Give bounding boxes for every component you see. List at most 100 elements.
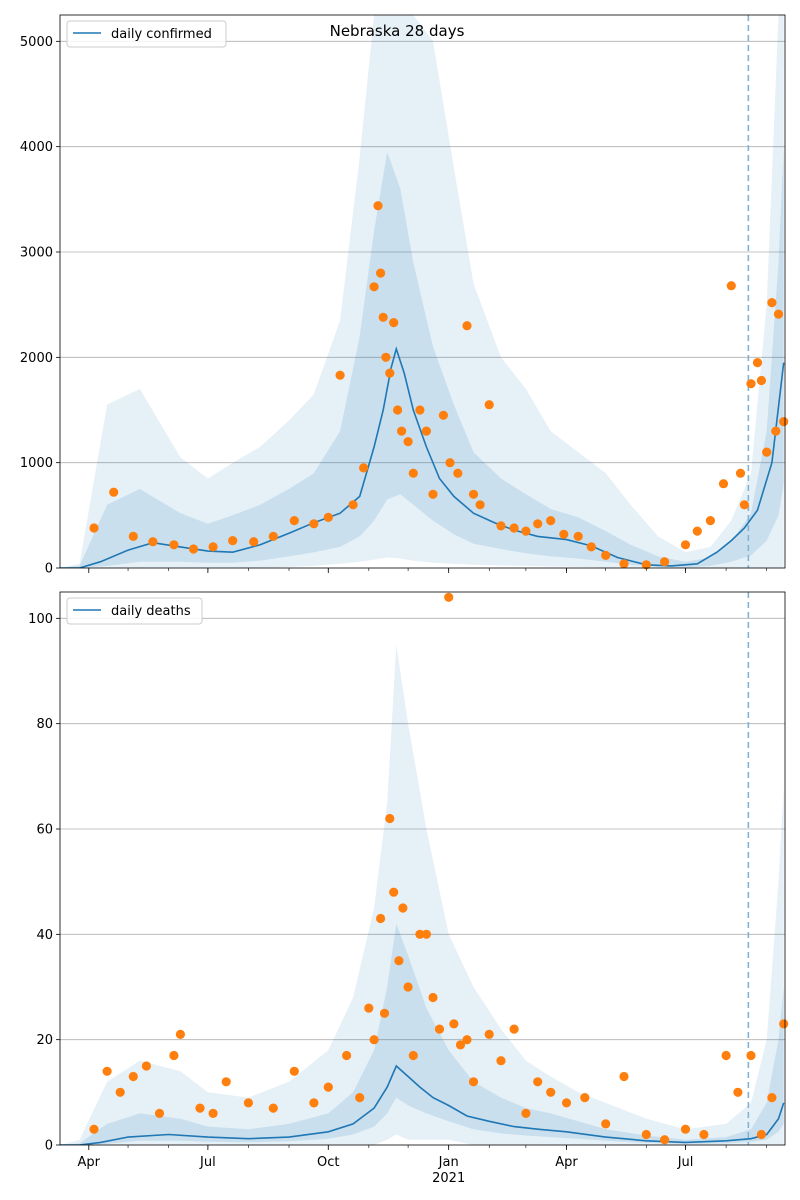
observed-point bbox=[521, 1108, 531, 1118]
observed-point bbox=[154, 1108, 165, 1118]
deaths-x-axis: Apr Jul Oct Jan Apr Jul 2021 bbox=[78, 1145, 767, 1186]
observed-point bbox=[385, 813, 395, 824]
observed-point bbox=[89, 523, 99, 533]
observed-point bbox=[89, 1124, 99, 1134]
y-tick-label: 4000 bbox=[20, 140, 53, 155]
observed-point bbox=[580, 1093, 590, 1103]
deaths-y-axis: 0 20 40 60 80 100 bbox=[28, 612, 60, 1154]
y-tick-label: 100 bbox=[28, 612, 53, 627]
inner-percentile-band bbox=[60, 146, 784, 568]
observed-point bbox=[468, 1077, 479, 1087]
observed-point bbox=[733, 1087, 743, 1097]
observed-point bbox=[756, 1129, 767, 1140]
observed-point bbox=[739, 500, 750, 510]
observed-point bbox=[169, 540, 179, 550]
observed-point bbox=[735, 468, 746, 478]
observed-point bbox=[389, 318, 399, 328]
observed-point bbox=[221, 1077, 231, 1087]
observed-point bbox=[484, 400, 494, 410]
observed-point bbox=[509, 523, 519, 533]
observed-point bbox=[561, 1098, 572, 1108]
observed-point bbox=[394, 956, 404, 966]
observed-point bbox=[438, 410, 448, 420]
confirmed-x-axis bbox=[88, 568, 767, 573]
median-series-line bbox=[60, 1064, 785, 1145]
observed-point bbox=[767, 1093, 777, 1103]
observed-point bbox=[767, 298, 777, 308]
observed-point bbox=[385, 368, 395, 378]
x-tick-label: Jan bbox=[438, 1155, 459, 1170]
observed-point bbox=[389, 887, 399, 897]
y-tick-label: 60 bbox=[36, 823, 53, 838]
confirmed-legend: daily confirmed bbox=[66, 20, 227, 48]
y-tick-label: 3000 bbox=[20, 246, 53, 261]
observed-point bbox=[449, 1019, 459, 1029]
observed-point bbox=[398, 903, 408, 913]
deaths-legend: daily deaths bbox=[66, 597, 203, 625]
observed-point bbox=[475, 500, 485, 510]
observed-point bbox=[428, 489, 438, 499]
deaths-observed-points bbox=[89, 592, 789, 1145]
observed-point bbox=[408, 468, 418, 478]
observed-point bbox=[421, 929, 431, 939]
observed-point bbox=[128, 531, 138, 542]
x-tick-label: Oct bbox=[317, 1155, 339, 1170]
observed-point bbox=[102, 1066, 112, 1076]
observed-point bbox=[335, 370, 345, 380]
observed-point bbox=[397, 426, 407, 436]
observed-point bbox=[268, 531, 278, 542]
confirmed-observed-points bbox=[89, 201, 789, 570]
observed-point bbox=[773, 309, 784, 319]
observed-point bbox=[208, 542, 218, 552]
observed-point bbox=[779, 417, 789, 427]
outer-percentile-band bbox=[60, 15, 784, 568]
observed-point bbox=[533, 519, 543, 529]
observed-point bbox=[641, 560, 651, 570]
observed-point bbox=[601, 550, 611, 561]
observed-point bbox=[546, 516, 556, 526]
observed-point bbox=[403, 982, 413, 992]
observed-point bbox=[188, 544, 199, 554]
observed-point bbox=[752, 358, 763, 368]
observed-point bbox=[309, 519, 319, 529]
confirmed-gridlines bbox=[60, 40, 785, 464]
observed-point bbox=[289, 516, 299, 526]
observed-point bbox=[376, 268, 386, 278]
observed-point bbox=[355, 1093, 365, 1103]
observed-point bbox=[323, 1082, 333, 1092]
observed-point bbox=[762, 447, 772, 457]
observed-point bbox=[421, 426, 431, 436]
observed-point bbox=[169, 1050, 179, 1061]
observed-point bbox=[496, 521, 506, 531]
y-tick-label: 40 bbox=[36, 928, 53, 943]
observed-point bbox=[453, 468, 463, 478]
y-tick-label: 0 bbox=[45, 562, 53, 577]
x-tick-label: Jul bbox=[677, 1155, 694, 1170]
chart-title: Nebraska 28 days bbox=[330, 22, 465, 40]
observed-point bbox=[462, 321, 472, 331]
observed-point bbox=[309, 1098, 319, 1108]
confirmed-axes-frame bbox=[59, 14, 786, 569]
observed-point bbox=[771, 426, 781, 436]
observed-point bbox=[462, 1035, 472, 1045]
observed-point bbox=[746, 379, 756, 389]
observed-point bbox=[699, 1129, 709, 1140]
deaths-uncertainty-bands bbox=[60, 644, 784, 1145]
observed-point bbox=[559, 529, 569, 539]
observed-point bbox=[509, 1024, 519, 1034]
observed-point bbox=[692, 526, 702, 536]
legend-box bbox=[66, 20, 227, 48]
observed-point bbox=[228, 536, 238, 546]
observed-point bbox=[376, 913, 386, 924]
observed-point bbox=[148, 537, 158, 547]
observed-point bbox=[323, 512, 333, 523]
observed-point bbox=[434, 1024, 445, 1034]
observed-point bbox=[408, 1050, 418, 1061]
observed-point bbox=[364, 1003, 374, 1013]
confirmed-y-axis: 0 1000 2000 3000 4000 5000 bbox=[20, 35, 60, 577]
observed-point bbox=[705, 516, 716, 526]
deaths-median-line bbox=[60, 1064, 785, 1145]
observed-point bbox=[521, 526, 531, 536]
observed-point bbox=[243, 1098, 253, 1108]
observed-point bbox=[721, 1050, 731, 1061]
